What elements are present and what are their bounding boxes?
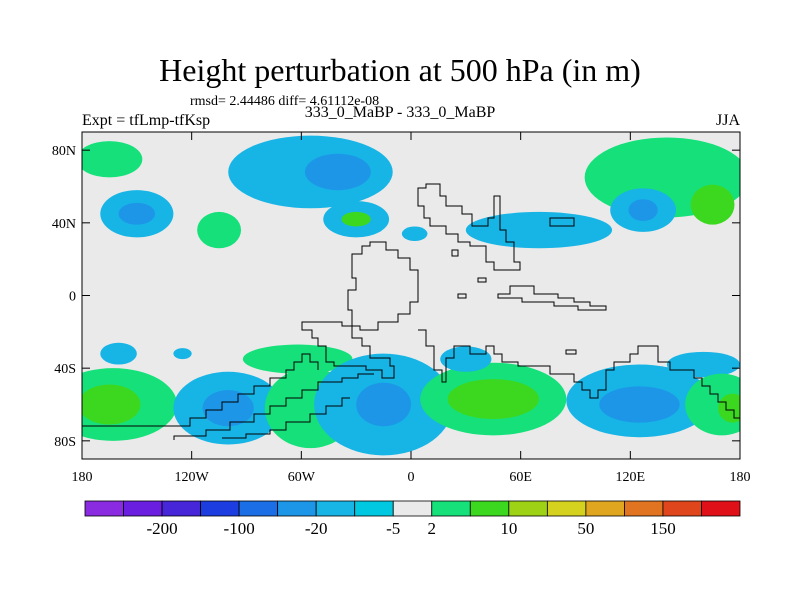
colorbar-label: -100 [224,519,255,538]
colorbar-swatch [431,500,471,517]
contour-region [197,211,242,249]
colorbar-swatch [238,500,279,517]
colorbar-label: -5 [386,519,400,538]
contour-region [356,382,412,427]
case-label: 333_0_MaBP - 333_0_MaBP [304,104,496,121]
y-tick-label: 0 [69,290,76,305]
x-tick-label: 180 [730,470,751,485]
contour-region [304,153,371,191]
contour-region [599,386,680,423]
colorbar-swatch [508,500,548,517]
contour-region [202,389,254,427]
coastline-layer [82,183,740,440]
colorbar-label: -20 [305,519,328,538]
colorbar-swatch [662,500,702,517]
colorbar-swatch [701,500,741,517]
contour-region [118,202,156,225]
chart-title: Height perturbation at 500 hPa (in m) [159,52,641,88]
y-tick-label: 80N [52,144,76,159]
coastline-antarctica-edge [82,353,319,430]
coastline-island-east [565,349,577,355]
colorbar-swatch [161,500,201,517]
axis-ticks-layer: 180 120W 60W 0 60E 120E 180 80N 40N 0 40S 80S [52,132,751,485]
season-label: JJA [715,112,740,129]
experiment-label: Expt = tfLmp-tfKsp [82,112,211,129]
x-tick-label: 0 [408,470,415,485]
coastline-island-arctic [549,217,575,227]
coastline-greenland [417,183,521,271]
coastline-island-small [451,249,459,257]
colorbar-swatch [315,500,356,517]
colorbar-label: 10 [500,519,517,538]
x-tick-label: 60W [288,470,316,485]
colorbar-swatch [624,500,664,517]
contour-region [440,346,492,372]
contour-region [242,344,353,374]
y-tick-label: 40S [54,362,76,377]
colorbar-label: 50 [577,519,594,538]
x-tick-label: 180 [72,470,93,485]
contour-region [690,184,735,225]
y-tick-label: 40N [52,217,76,232]
contour-region [666,351,740,378]
contour-region [82,141,143,178]
coastline-island-small-3 [457,293,467,299]
x-tick-label: 120W [175,470,210,485]
rmsd-diff-label: rmsd= 2.44486 diff= 4.61112e-08 [190,94,380,109]
contour-region [628,199,658,222]
colorbar-swatch [392,500,433,517]
colorbar-label: 150 [650,519,676,538]
contour-region [401,226,428,241]
y-tick-label: 80S [54,435,76,450]
colorbar-swatch [277,500,317,517]
contour-fill-layer [82,135,740,456]
x-tick-label: 120E [616,470,646,485]
contour-region [82,384,141,425]
colorbar-swatch [84,500,124,517]
colorbar-label: -200 [146,519,177,538]
contour-region [718,393,740,423]
coastline-antarctica-shelf [222,397,350,439]
contour-region [100,342,137,365]
colorbar-label: 2 [428,519,437,538]
colorbar-swatch [354,500,394,517]
contour-region [341,211,371,227]
colorbar-swatch [200,500,240,517]
coastline-north-america [301,241,419,379]
colorbar-swatch [585,500,625,517]
colorbar: -200 -100 -20 -5 2 10 50 150 [84,500,741,538]
contour-region [465,211,613,249]
x-tick-label: 60E [509,470,532,485]
coastline-south-america [418,329,740,419]
coastline-antarctica-inner [173,373,374,440]
colorbar-swatch [469,500,510,517]
colorbar-swatch [123,500,163,517]
colorbar-swatch [546,500,587,517]
contour-region [173,348,192,360]
coastline-europe [497,285,607,311]
contour-region [447,379,539,420]
coastline-island-small-2 [477,277,487,283]
